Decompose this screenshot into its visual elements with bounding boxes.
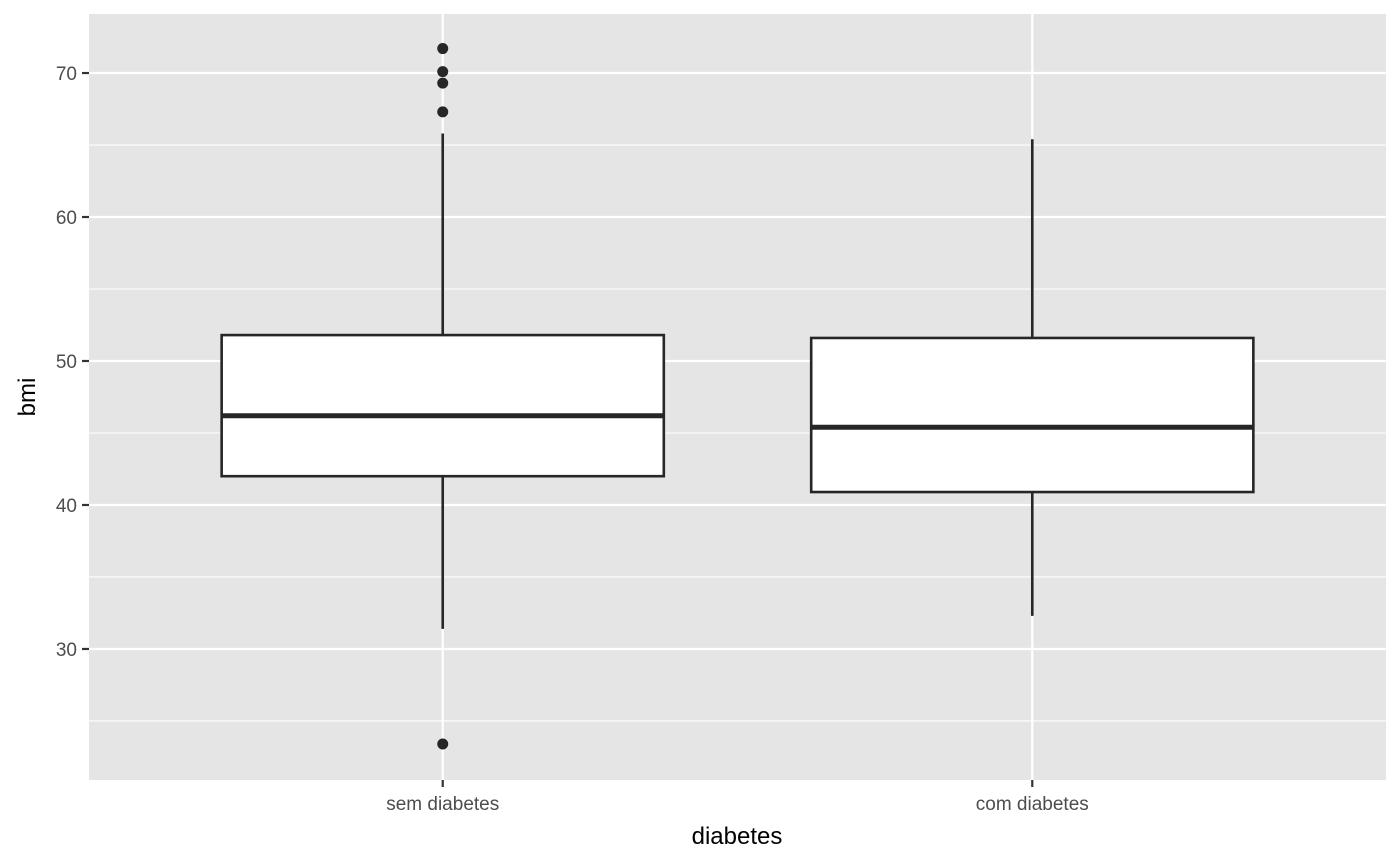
y-tick-label: 40 <box>56 496 77 517</box>
y-tick-label: 60 <box>56 208 77 229</box>
y-tick-label: 30 <box>56 640 77 661</box>
x-tick-label: com diabetes <box>976 794 1089 815</box>
y-axis-title: bmi <box>14 378 41 417</box>
y-tick-label: 50 <box>56 352 77 373</box>
axes: 30 40 50 60 70 sem diabetes com diabetes <box>56 64 1089 815</box>
x-tick-label: sem diabetes <box>386 794 499 815</box>
outlier-point <box>437 66 449 78</box>
box-iqr <box>220 333 666 478</box>
outlier-point <box>437 106 449 118</box>
outlier-point <box>437 738 449 750</box>
outlier-point <box>437 43 449 55</box>
box-iqr <box>809 336 1255 494</box>
x-axis-title: diabetes <box>692 823 783 850</box>
boxes <box>220 43 1255 750</box>
y-tick-label: 70 <box>56 64 77 85</box>
outlier-point <box>437 77 449 89</box>
